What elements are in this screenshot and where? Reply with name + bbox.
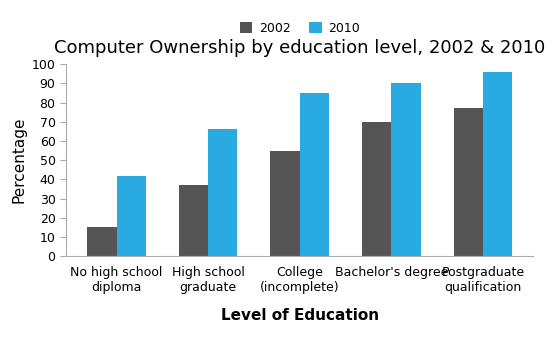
Bar: [87, 227, 117, 256]
Bar: [179, 185, 208, 256]
Bar: [483, 72, 512, 256]
Bar: [208, 130, 238, 256]
X-axis label: Level of Education: Level of Education: [221, 308, 379, 323]
Y-axis label: Percentage: Percentage: [11, 117, 26, 203]
Legend: 2002, 2010: 2002, 2010: [235, 16, 365, 40]
Title: Computer Ownership by education level, 2002 & 2010: Computer Ownership by education level, 2…: [54, 39, 546, 57]
Bar: [300, 93, 329, 256]
Bar: [117, 176, 146, 256]
Bar: [454, 108, 483, 256]
Bar: [271, 151, 300, 256]
Bar: [362, 122, 392, 256]
Bar: [392, 83, 421, 256]
